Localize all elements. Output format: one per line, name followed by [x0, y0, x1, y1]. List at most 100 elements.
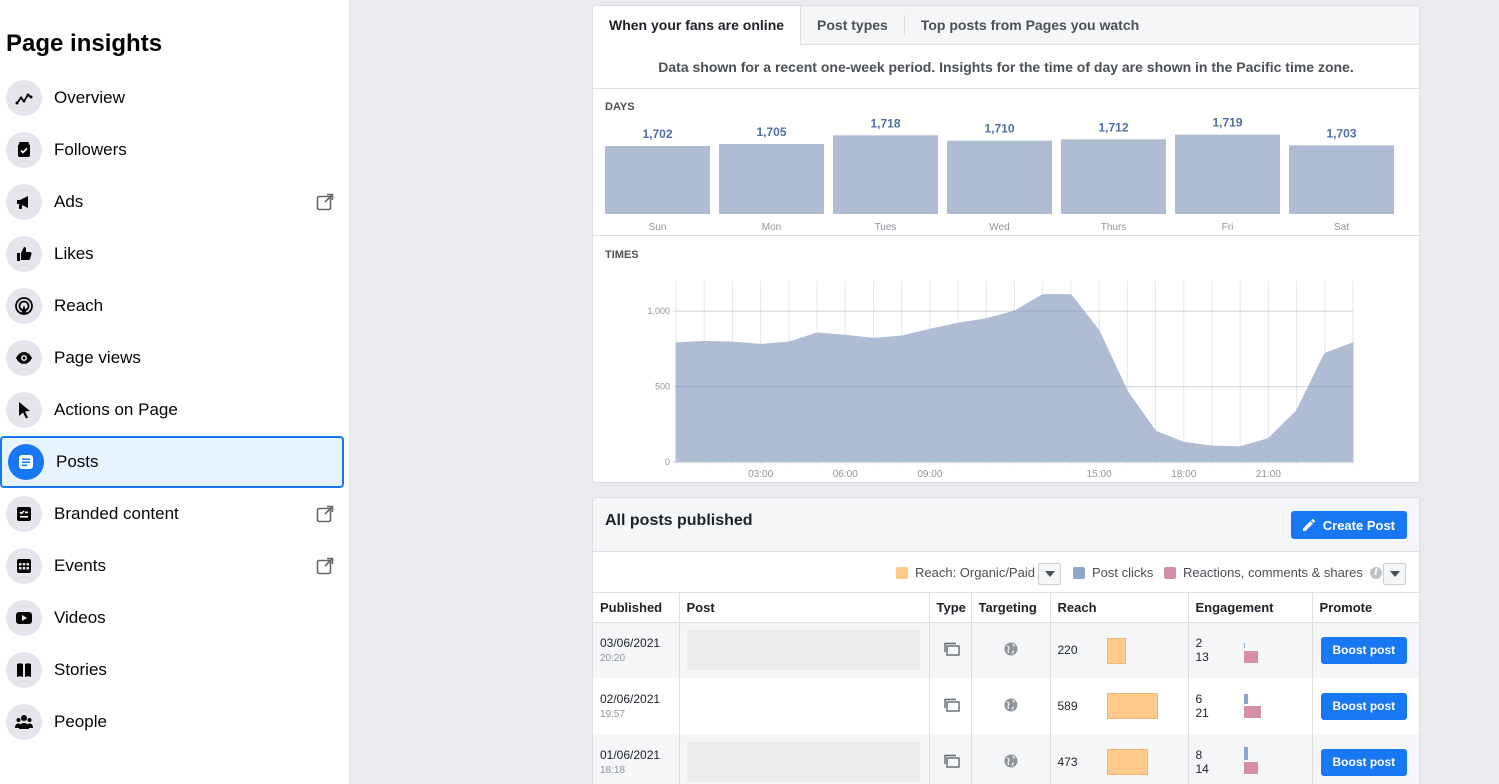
post-preview[interactable]: [686, 742, 920, 782]
create-post-button[interactable]: Create Post: [1290, 511, 1407, 539]
external-link-icon[interactable]: [316, 557, 334, 575]
sidebar-item-label: Actions on Page: [54, 400, 178, 419]
sidebar-item-reach[interactable]: Reach: [0, 280, 349, 332]
engagement-dropdown[interactable]: [1383, 563, 1406, 585]
x-tick-label: 09:00: [917, 469, 942, 480]
post-clicks-value: 8: [1195, 748, 1203, 762]
post-clicks-value: 6: [1195, 692, 1203, 706]
targeting-cell: [971, 622, 1051, 678]
cursor-icon: [6, 392, 42, 428]
targeting-cell: [971, 678, 1051, 734]
col-reach[interactable]: Reach: [1050, 593, 1189, 623]
day-value-label: 1,703: [1326, 126, 1356, 140]
globe-icon: [1004, 754, 1018, 771]
broadcast-icon: [6, 288, 42, 324]
day-bar-wed[interactable]: [947, 140, 1052, 214]
legend-clicks: Post clicks: [1073, 565, 1153, 580]
engagement-cell: 2 13: [1188, 622, 1313, 678]
sidebar-item-people[interactable]: People: [0, 696, 349, 748]
tab-when-fans-online[interactable]: When your fans are online: [593, 5, 802, 46]
promote-cell: Boost post: [1312, 622, 1419, 678]
clicks-bar: [1243, 747, 1248, 760]
post-cell[interactable]: [679, 734, 930, 784]
reach-dropdown[interactable]: [1038, 563, 1061, 585]
sidebar-item-page-views[interactable]: Page views: [0, 332, 349, 384]
legend-reactions-swatch: [1164, 566, 1176, 579]
published-time: 20:20: [600, 653, 626, 665]
reactions-bar: [1243, 762, 1259, 774]
y-tick-label: 0: [665, 457, 670, 467]
tab-top-posts[interactable]: Top posts from Pages you watch: [920, 17, 1140, 33]
x-tick-label: 18:00: [1171, 469, 1196, 480]
eye-icon: [6, 340, 42, 376]
book-icon: [6, 652, 42, 688]
type-cell: [929, 734, 972, 784]
sidebar-item-ads[interactable]: Ads: [0, 176, 349, 228]
sidebar-item-followers[interactable]: Followers: [0, 124, 349, 176]
sidebar-item-events[interactable]: Events: [0, 540, 349, 592]
published-cell: 03/06/2021 20:20: [593, 622, 680, 678]
legend-clicks-label: Post clicks: [1092, 565, 1154, 580]
day-bar-tues[interactable]: [833, 135, 938, 214]
album-icon: [943, 698, 960, 715]
y-tick-label: 500: [655, 382, 670, 392]
table-row[interactable]: 03/06/2021 20:20 220 2 13 Boost post: [593, 622, 1419, 678]
table-row[interactable]: 01/06/2021 18:18 473 8 14 Boost post: [593, 734, 1419, 784]
col-type[interactable]: Type: [929, 593, 972, 623]
boost-post-button[interactable]: Boost post: [1320, 692, 1408, 720]
fans-online-area[interactable]: [675, 294, 1354, 463]
post-cell[interactable]: [679, 678, 930, 734]
table-row[interactable]: 02/06/2021 19:57 589 6 21 Boost post: [593, 678, 1419, 734]
day-bar-mon[interactable]: [719, 144, 824, 214]
sidebar-item-stories[interactable]: Stories: [0, 644, 349, 696]
external-link-icon[interactable]: [316, 193, 334, 211]
boost-post-button[interactable]: Boost post: [1320, 748, 1408, 776]
sidebar-item-label: Events: [54, 556, 106, 575]
col-post[interactable]: Post: [679, 593, 930, 623]
col-published[interactable]: Published: [593, 593, 680, 623]
type-cell: [929, 678, 972, 734]
day-category-label: Thurs: [1101, 222, 1127, 233]
sidebar-item-label: Branded content: [54, 504, 179, 523]
post-preview[interactable]: [686, 630, 920, 671]
posts-header: All posts published Create Post: [593, 498, 1419, 552]
day-category-label: Sat: [1334, 222, 1349, 233]
sidebar-item-overview[interactable]: Overview: [0, 72, 349, 124]
day-bar-sun[interactable]: [605, 146, 710, 214]
type-cell: [929, 622, 972, 678]
info-icon[interactable]: i: [1369, 566, 1382, 579]
x-tick-label: 21:00: [1256, 469, 1281, 480]
sidebar-item-label: Likes: [54, 244, 94, 263]
y-tick-label: 1,000: [647, 306, 670, 316]
external-link-icon[interactable]: [316, 505, 334, 523]
sidebar-item-label: People: [54, 712, 107, 731]
day-value-label: 1,719: [1212, 116, 1242, 130]
create-post-label: Create Post: [1322, 517, 1395, 533]
days-section: DAYS 1,702 Sun 1,705 Mon 1,718 Tues 1,710 Wed 1,…: [593, 89, 1419, 236]
post-cell[interactable]: [679, 622, 930, 678]
day-value-label: 1,712: [1098, 120, 1128, 134]
day-value-label: 1,705: [756, 125, 786, 139]
sidebar-item-branded-content[interactable]: Branded content: [0, 488, 349, 540]
day-bar-sat[interactable]: [1289, 145, 1394, 214]
col-promote[interactable]: Promote: [1312, 593, 1419, 623]
day-bar-fri[interactable]: [1175, 134, 1280, 214]
sidebar-item-posts[interactable]: Posts: [0, 436, 344, 488]
days-label: DAYS: [605, 101, 635, 113]
col-targeting[interactable]: Targeting: [971, 593, 1051, 623]
published-time: 19:57: [600, 709, 626, 720]
fans-online-card: When your fans are online Post types Top…: [592, 5, 1420, 483]
sidebar-item-actions-on-page[interactable]: Actions on Page: [0, 384, 349, 436]
tab-post-types[interactable]: Post types: [801, 15, 905, 35]
sidebar-item-likes[interactable]: Likes: [0, 228, 349, 280]
reach-value: 473: [1057, 755, 1078, 769]
boost-post-button[interactable]: Boost post: [1320, 636, 1408, 664]
x-tick-label: 15:00: [1087, 469, 1112, 480]
col-engagement[interactable]: Engagement: [1188, 593, 1313, 623]
day-bar-thurs[interactable]: [1061, 139, 1166, 214]
sidebar-nav: Overview Followers Ads Likes Reach Page views…: [0, 72, 349, 748]
sidebar-item-videos[interactable]: Videos: [0, 592, 349, 644]
post-clicks-value: 2: [1195, 636, 1203, 651]
legend-clicks-swatch: [1073, 566, 1085, 579]
video-icon: [6, 600, 42, 636]
